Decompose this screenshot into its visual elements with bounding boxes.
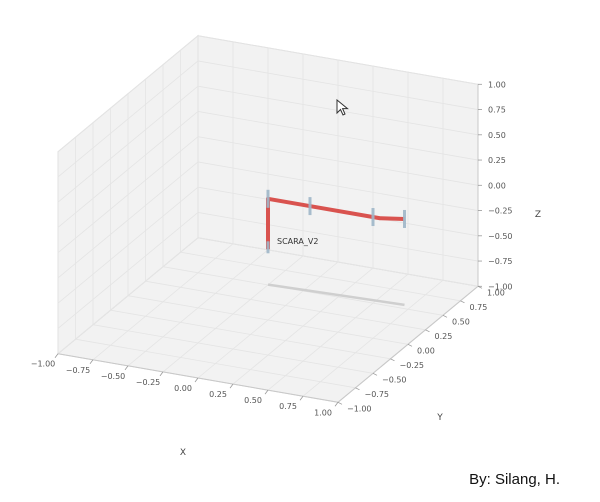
z-tick-label: 0.25 xyxy=(488,156,506,165)
x-tick-mark xyxy=(264,389,269,395)
gridline xyxy=(232,267,374,385)
z-tick-label: 0.50 xyxy=(488,131,506,140)
x-tick-mark xyxy=(54,353,59,358)
gridline xyxy=(267,273,409,391)
z-tick-label: −0.75 xyxy=(488,257,513,266)
arm-shadow-line xyxy=(267,283,405,307)
x-tick-label: −0.75 xyxy=(66,366,91,375)
y-tick-label: −0.25 xyxy=(400,361,425,370)
y-tick-mark xyxy=(372,372,378,376)
y-tick-label: 1.00 xyxy=(487,288,505,297)
x-tick-mark xyxy=(194,377,199,383)
gridline xyxy=(57,136,199,254)
x-tick-label: 0.50 xyxy=(244,396,262,405)
cursor-icon xyxy=(336,99,349,116)
gridline xyxy=(57,85,199,203)
x-axis-label: X xyxy=(180,448,186,458)
y-tick-mark xyxy=(425,329,430,333)
z-tick-label: 0.00 xyxy=(488,181,506,190)
x-tick-label: 1.00 xyxy=(314,408,332,417)
x-tick-label: −0.25 xyxy=(136,378,161,387)
z-tick-label: −0.50 xyxy=(488,232,513,241)
gridline xyxy=(197,35,479,85)
gridline xyxy=(57,111,199,228)
x-tick-label: 0.25 xyxy=(209,390,227,399)
y-tick-mark xyxy=(390,358,395,362)
z-tick-label: 1.00 xyxy=(488,80,506,89)
x-tick-label: −0.50 xyxy=(101,372,126,381)
y-tick-mark xyxy=(355,387,360,391)
gridline xyxy=(197,237,479,287)
y-tick-label: −0.75 xyxy=(365,390,390,399)
gridline xyxy=(57,60,199,178)
gridline xyxy=(127,295,409,345)
gridline xyxy=(57,35,199,153)
y-axis-label: Y xyxy=(436,413,443,423)
y-tick-label: 0.75 xyxy=(470,303,488,312)
x-tick-mark xyxy=(124,365,129,371)
y-tick-label: 0.00 xyxy=(417,346,435,355)
y-tick-mark xyxy=(442,314,448,318)
gridline xyxy=(197,60,479,110)
y-tick-label: 0.25 xyxy=(435,332,453,341)
y-tick-label: −0.50 xyxy=(382,375,407,384)
y-tick-mark xyxy=(460,300,465,304)
joint-marker xyxy=(266,241,270,254)
joint-marker xyxy=(403,209,406,228)
x-tick-label: −1.00 xyxy=(31,360,56,369)
x-tick-mark xyxy=(89,359,94,365)
z-axis-label: Z xyxy=(535,210,541,220)
y-tick-label: 0.50 xyxy=(452,317,470,326)
z-tick-label: 0.75 xyxy=(488,106,506,115)
gridline xyxy=(180,251,461,302)
z-tick-label: −1.00 xyxy=(488,282,513,291)
robot-label: SCARA_V2 xyxy=(277,237,318,246)
x-tick-mark xyxy=(229,383,234,389)
arm-line xyxy=(266,196,405,250)
joint-marker xyxy=(266,189,270,208)
gridline xyxy=(145,280,426,331)
y-tick-label: −1.00 xyxy=(347,404,372,413)
x-tick-label: 0.00 xyxy=(174,384,192,393)
x-tick-label: 0.75 xyxy=(279,402,297,411)
gridline xyxy=(197,136,479,186)
z-tick-label: −0.25 xyxy=(488,207,513,216)
y-tick-mark xyxy=(337,401,343,405)
gridline xyxy=(302,279,444,397)
gridline xyxy=(197,111,479,161)
joint-marker xyxy=(308,197,312,216)
y-tick-mark xyxy=(407,343,413,347)
x-tick-mark xyxy=(159,371,164,377)
credit-text: By: Silang, H. xyxy=(469,471,560,488)
joint-marker xyxy=(371,208,375,227)
x-tick-mark xyxy=(334,402,339,407)
x-tick-mark xyxy=(299,395,304,401)
